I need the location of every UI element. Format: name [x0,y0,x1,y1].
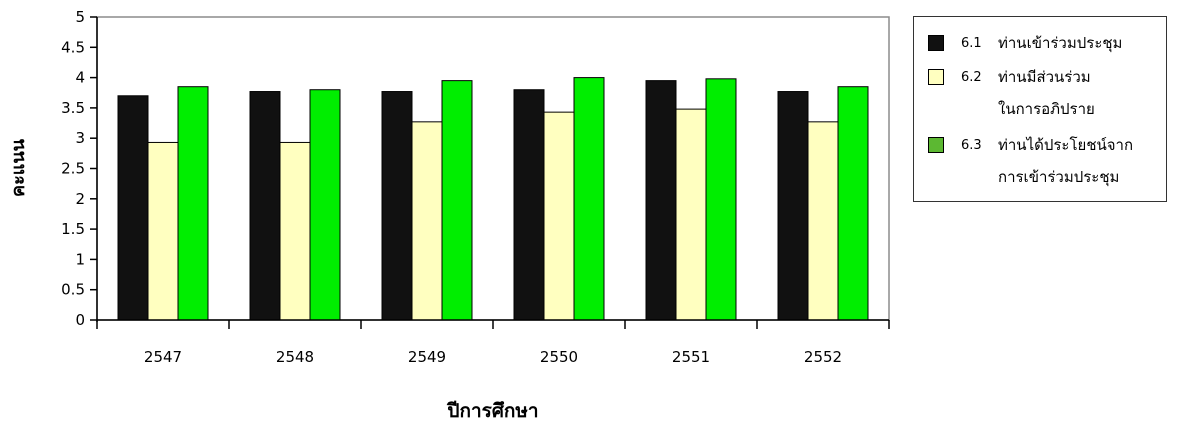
legend-label-line: ในการอภิปราย [998,100,1095,118]
x-tick-label: 2547 [144,348,182,366]
legend-code: 6.1 [961,36,982,51]
legend-label-line: ท่านเข้าร่วมประชุม [998,34,1123,52]
legend-code: 6.3 [961,138,982,153]
bar-6.2-2547 [147,141,179,321]
x-tick-label: 2551 [672,348,710,366]
y-tick-label: 3 [75,129,85,147]
legend-swatch-6-2 [928,69,944,85]
legend-label-line: ท่านได้ประโยชน์จาก [998,136,1134,154]
y-tick-label: 2 [75,190,85,208]
x-tick-label: 2550 [540,348,578,366]
bar-6.2-2550 [543,111,575,321]
y-tick-label: 1.5 [61,220,85,238]
legend-swatch-6-3 [928,137,944,153]
bar-6.2-2551 [675,108,707,321]
bar-6.1-2552 [777,91,809,321]
x-tick-label: 2548 [276,348,314,366]
y-tick-label: 1 [75,250,85,268]
bar-6.3-2552 [837,86,869,321]
y-axis-title: คะแนน [8,138,29,197]
legend-label: ท่านได้ประโยชน์จาก การเข้าร่วมประชุม [998,129,1168,193]
legend-swatch-6-1 [928,35,944,51]
y-tick-label: 2.5 [61,160,85,178]
legend-code: 6.2 [961,70,982,85]
legend: 6.1 ท่านเข้าร่วมประชุม 6.2 ท่านมีส่วนร่ว… [913,16,1167,202]
bar-6.1-2550 [513,89,545,321]
y-tick-label: 4.5 [61,38,85,56]
legend-label-line: ท่านมีส่วนร่วม [998,68,1091,86]
bar-6.2-2549 [411,121,443,321]
x-axis-title: ปีการศึกษา [447,400,539,422]
bar-6.1-2547 [117,95,149,321]
x-tick-label: 2549 [408,348,446,366]
plot-frame [96,16,890,321]
bar-6.3-2550 [573,77,605,321]
bar-6.2-2552 [807,121,839,321]
y-tick-label: 0 [75,311,85,329]
y-tick-label: 3.5 [61,99,85,117]
bar-6.1-2551 [645,80,677,321]
x-tick-label: 2552 [804,348,842,366]
y-tick-label: 5 [75,8,85,26]
bar-6.2-2548 [279,141,311,321]
bar-6.3-2547 [177,86,209,321]
legend-label: ท่านมีส่วนร่วม ในการอภิปราย [998,61,1168,125]
y-tick-label: 4 [75,69,85,87]
legend-label-line: การเข้าร่วมประชุม [998,168,1120,186]
bar-6.1-2549 [381,91,413,321]
legend-label: ท่านเข้าร่วมประชุม [998,27,1168,59]
bar-6.3-2548 [309,89,341,321]
bar-chart-plot: 0 0.5 1 1.5 2 2.5 3 3.5 4 4.5 5 2547 2548 2549 2550 255… [8,8,890,422]
bar-6.3-2549 [441,80,473,321]
y-tick-label: 0.5 [61,281,85,299]
bar-6.1-2548 [249,91,281,321]
bar-6.3-2551 [705,78,737,321]
